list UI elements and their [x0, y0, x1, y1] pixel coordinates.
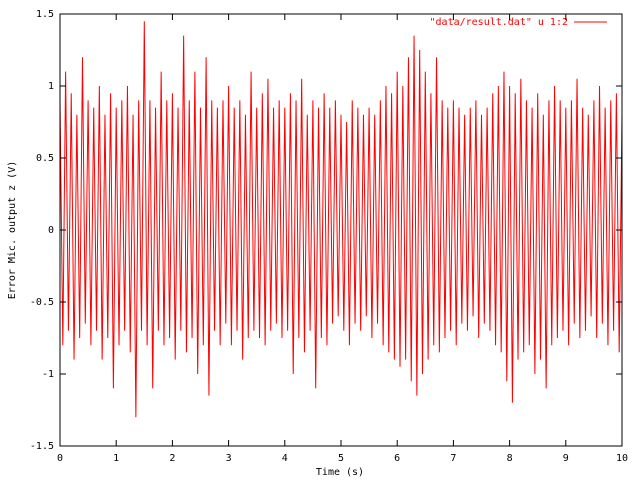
x-tick-label: 1	[113, 453, 119, 464]
y-tick-label: 0.5	[36, 153, 54, 164]
y-tick-label: 1	[48, 81, 54, 92]
x-tick-label: 4	[282, 453, 288, 464]
y-tick-label: 1.5	[36, 9, 54, 20]
x-tick-label: 10	[616, 453, 628, 464]
x-tick-label: 2	[169, 453, 175, 464]
y-tick-label: -0.5	[30, 297, 54, 308]
legend-label: "data/result.dat" u 1:2	[430, 17, 568, 28]
y-tick-label: -1.5	[30, 441, 54, 452]
x-tick-label: 3	[226, 453, 232, 464]
x-tick-label: 5	[338, 453, 344, 464]
y-tick-label: -1	[42, 369, 54, 380]
x-tick-label: 9	[563, 453, 569, 464]
y-axis-label: Error Mic. output z (V)	[7, 161, 18, 299]
x-tick-label: 7	[450, 453, 456, 464]
x-axis-label: Time (s)	[316, 467, 364, 478]
x-tick-label: 8	[507, 453, 513, 464]
x-tick-label: 6	[394, 453, 400, 464]
y-tick-label: 0	[48, 225, 54, 236]
x-tick-label: 0	[57, 453, 63, 464]
data-line	[59, 21, 623, 418]
